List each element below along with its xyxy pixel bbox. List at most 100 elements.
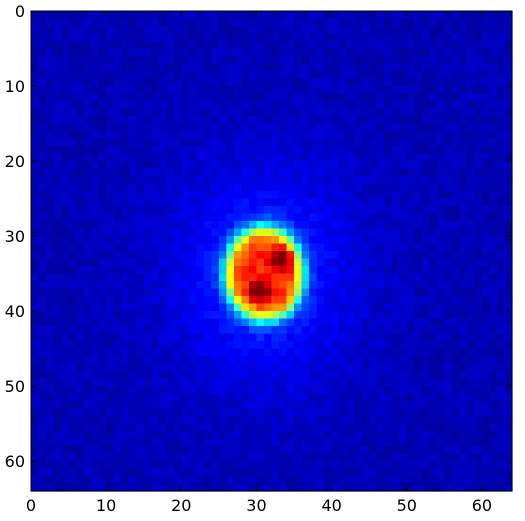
heatmap-cell	[53, 341, 62, 350]
heatmap-cell	[331, 116, 340, 125]
heatmap-cell	[61, 236, 70, 245]
heatmap-cell	[309, 281, 318, 290]
heatmap-cell	[181, 468, 190, 477]
heatmap-cell	[414, 11, 423, 20]
heatmap-cell	[46, 153, 55, 162]
heatmap-cell	[399, 266, 408, 275]
heatmap-cell	[68, 33, 77, 42]
heatmap-cell	[113, 266, 122, 275]
heatmap-cell	[61, 401, 70, 410]
heatmap-cell	[256, 408, 265, 417]
heatmap-cell	[31, 101, 40, 110]
heatmap-cell	[406, 138, 415, 147]
heatmap-cell	[203, 191, 212, 200]
heatmap-cell	[489, 183, 498, 192]
heatmap-cell	[286, 476, 295, 485]
heatmap-cell	[489, 363, 498, 372]
heatmap-cell	[143, 408, 152, 417]
heatmap-cell	[181, 86, 190, 95]
heatmap-cell	[233, 251, 243, 260]
tick-marks	[30, 10, 512, 491]
heatmap-cell	[286, 483, 295, 492]
heatmap-cell	[248, 236, 258, 245]
heatmap-cell	[76, 408, 85, 417]
heatmap-cell	[421, 461, 430, 470]
heatmap-cell	[279, 311, 288, 320]
heatmap-cell	[489, 108, 498, 117]
heatmap-cell	[248, 446, 258, 455]
heatmap-cell	[466, 191, 476, 200]
heatmap-cell	[361, 228, 370, 237]
heatmap-cell	[196, 453, 205, 462]
heatmap-cell	[203, 221, 212, 230]
heatmap-cell	[279, 168, 288, 177]
heatmap-cell	[429, 371, 438, 380]
heatmap-cell	[218, 71, 228, 80]
heatmap-cell	[354, 303, 363, 312]
heatmap-cell	[339, 363, 348, 372]
heatmap-cell	[53, 318, 62, 327]
heatmap-cell	[504, 461, 513, 470]
heatmap-cell	[166, 123, 175, 132]
heatmap-cell	[263, 206, 273, 215]
heatmap-cell	[211, 236, 220, 245]
heatmap-cell	[271, 288, 280, 297]
heatmap-cell	[76, 266, 85, 275]
heatmap-cell	[346, 326, 355, 335]
heatmap-cell	[444, 26, 453, 35]
heatmap-cell	[309, 446, 318, 455]
heatmap-cell	[421, 348, 430, 357]
heatmap-cell	[324, 311, 333, 320]
heatmap-cell	[496, 468, 506, 477]
heatmap-cell	[391, 408, 400, 417]
heatmap-cell	[361, 416, 370, 425]
heatmap-cell	[68, 41, 77, 50]
heatmap-cell	[459, 408, 468, 417]
heatmap-cell	[106, 116, 115, 125]
heatmap-cell	[53, 243, 62, 252]
heatmap-cell	[143, 363, 152, 372]
heatmap-cell	[211, 363, 220, 372]
heatmap-cell	[324, 191, 333, 200]
heatmap-cell	[376, 311, 385, 320]
heatmap-cell	[53, 116, 62, 125]
x-tick-label: 10	[96, 496, 116, 515]
heatmap-cell	[406, 213, 415, 222]
heatmap-cell	[188, 348, 197, 357]
heatmap-cell	[76, 258, 85, 267]
heatmap-cell	[294, 393, 303, 402]
heatmap-cell	[271, 393, 280, 402]
heatmap-cell	[91, 266, 100, 275]
heatmap-cell	[324, 326, 333, 335]
heatmap-cell	[128, 273, 137, 282]
heatmap-cell	[98, 93, 107, 102]
heatmap-cell	[496, 371, 506, 380]
heatmap-cell	[226, 326, 235, 335]
heatmap-cell	[286, 213, 295, 222]
heatmap-cell	[339, 11, 348, 20]
heatmap-cell	[218, 116, 228, 125]
heatmap-cell	[429, 483, 438, 492]
heatmap-cell	[391, 26, 400, 35]
heatmap-cell	[181, 213, 190, 222]
heatmap-cell	[263, 33, 273, 42]
heatmap-cell	[384, 18, 393, 27]
heatmap-cell	[218, 416, 228, 425]
heatmap-cell	[121, 378, 130, 387]
heatmap-cell	[263, 71, 273, 80]
heatmap-cell	[76, 243, 85, 252]
heatmap-cell	[474, 63, 483, 72]
heatmap-cell	[91, 341, 100, 350]
heatmap-cell	[181, 191, 190, 200]
heatmap-cell	[369, 221, 378, 230]
heatmap-cell	[173, 213, 182, 222]
heatmap-cell	[136, 236, 145, 245]
heatmap-cell	[474, 213, 483, 222]
heatmap-cell	[504, 48, 513, 57]
heatmap-cell	[489, 101, 498, 110]
heatmap-cell	[91, 408, 100, 417]
heatmap-cell	[459, 183, 468, 192]
heatmap-cell	[151, 386, 160, 395]
heatmap-cell	[406, 281, 415, 290]
heatmap-cell	[136, 206, 145, 215]
